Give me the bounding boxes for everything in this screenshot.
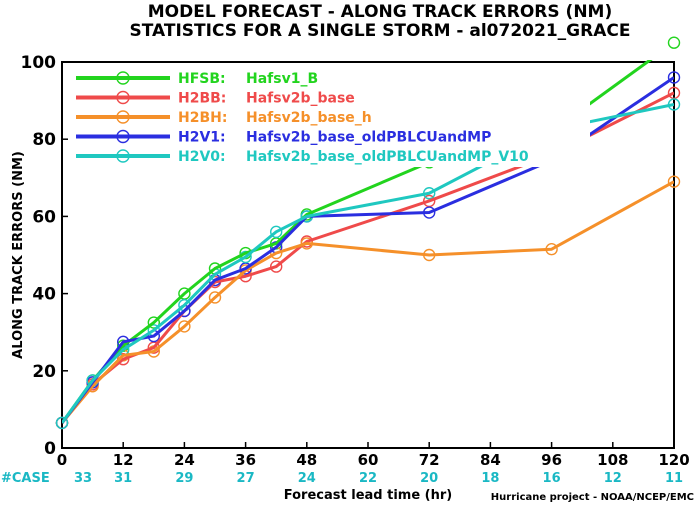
series-h2v0 xyxy=(62,102,674,424)
x-tick-label: 24 xyxy=(174,451,195,469)
series-line-h2bh xyxy=(62,180,674,424)
legend-item-h2bb: H2BB: Hafsv2b_base xyxy=(76,91,355,107)
data-point-h2bh xyxy=(208,291,222,304)
data-point-h2bb xyxy=(270,260,283,273)
case-count: 20 xyxy=(420,471,438,486)
legend-code: H2V0: xyxy=(178,149,226,165)
x-axis-label: Forecast lead time (hr) xyxy=(284,488,452,503)
x-tick-label: 60 xyxy=(358,451,379,469)
legend-name: Hafsv2b_base_oldPBLCUandMP_V10 xyxy=(246,149,529,165)
legend-item-h2bh: H2BH: Hafsv2b_base_h xyxy=(76,110,372,126)
data-point-hfsb xyxy=(667,36,681,49)
y-tick-label: 60 xyxy=(32,207,56,227)
x-tick-label: 108 xyxy=(597,451,628,469)
legend-marker xyxy=(116,110,130,124)
y-tick-label: 80 xyxy=(32,130,56,150)
credit-text: Hurricane project - NOAA/NCEP/EMC xyxy=(491,492,694,503)
case-count: 12 xyxy=(604,471,622,486)
legend-code: H2BB: xyxy=(178,91,226,107)
data-point-h2bh xyxy=(178,320,191,333)
x-tick-label: 48 xyxy=(296,451,317,469)
x-tick-label: 0 xyxy=(57,451,67,469)
axis-layer: 0 20 40 60 80 100 0 33 12 31 24 29 36 27 48 24 60 22 72 20 8… xyxy=(21,53,690,486)
case-count: 29 xyxy=(175,471,193,486)
x-tick-label: 36 xyxy=(235,451,256,469)
legend-item-h2v0: H2V0: Hafsv2b_base_oldPBLCUandMP_V10 xyxy=(76,149,529,165)
legend-name: Hafsv2b_base_h xyxy=(246,110,372,126)
legend-marker xyxy=(116,71,130,85)
x-tick-label: 84 xyxy=(480,451,501,469)
chart-subtitle: STATISTICS FOR A SINGLE STORM - al072021… xyxy=(130,21,631,41)
data-point-h2bh xyxy=(667,175,681,188)
case-count: 11 xyxy=(665,471,683,486)
x-tick-label: 120 xyxy=(658,451,689,469)
case-count: 16 xyxy=(543,471,561,486)
x-tick-label: 72 xyxy=(419,451,440,469)
data-point-h2v0 xyxy=(270,225,283,239)
y-axis-label: ALONG TRACK ERRORS (NM) xyxy=(11,151,26,359)
legend-code: H2V1: xyxy=(178,130,226,146)
chart-title: MODEL FORECAST - ALONG TRACK ERRORS (NM) xyxy=(148,2,613,22)
series-line-h2v1 xyxy=(62,76,674,424)
series-line-h2bb xyxy=(62,91,674,424)
case-count: 22 xyxy=(359,471,377,486)
legend-code: H2BH: xyxy=(178,110,227,126)
y-tick-label: 40 xyxy=(32,285,56,305)
data-point-hfsb xyxy=(147,316,161,329)
legend-name: Hafsv2b_base_oldPBLCUandMP xyxy=(246,130,491,146)
series-line-h2v0 xyxy=(62,102,674,424)
x-tick-label: 96 xyxy=(541,451,562,469)
legend: HFSB: Hafsv1_B H2BB: Hafsv2b_base H2BH: Hafsv… xyxy=(76,71,529,165)
legend-marker xyxy=(116,149,130,163)
legend-code: HFSB: xyxy=(178,71,226,87)
series-h2bh xyxy=(62,180,674,424)
y-tick-label: 20 xyxy=(32,362,56,382)
data-point-h2v0 xyxy=(55,416,69,430)
series-h2bb xyxy=(62,91,674,424)
case-count: 27 xyxy=(237,471,255,486)
case-count: 31 xyxy=(114,471,132,486)
case-count: 24 xyxy=(298,471,316,486)
case-count: 33 xyxy=(74,471,92,486)
case-count-label: #CASE xyxy=(1,471,50,486)
legend-name: Hafsv2b_base xyxy=(246,91,355,107)
legend-item-hfsb: HFSB: Hafsv1_B xyxy=(76,71,318,87)
y-tick-label: 100 xyxy=(21,53,57,73)
legend-name: Hafsv1_B xyxy=(246,71,318,87)
series-h2v1 xyxy=(62,76,674,424)
legend-marker xyxy=(116,90,130,105)
y-tick-label: 0 xyxy=(44,439,56,459)
data-point-h2v1 xyxy=(667,71,681,84)
x-tick-label: 12 xyxy=(113,451,134,469)
case-count: 18 xyxy=(481,471,499,486)
legend-item-h2v1: H2V1: Hafsv2b_base_oldPBLCUandMP xyxy=(76,130,491,146)
legend-marker xyxy=(116,129,130,144)
